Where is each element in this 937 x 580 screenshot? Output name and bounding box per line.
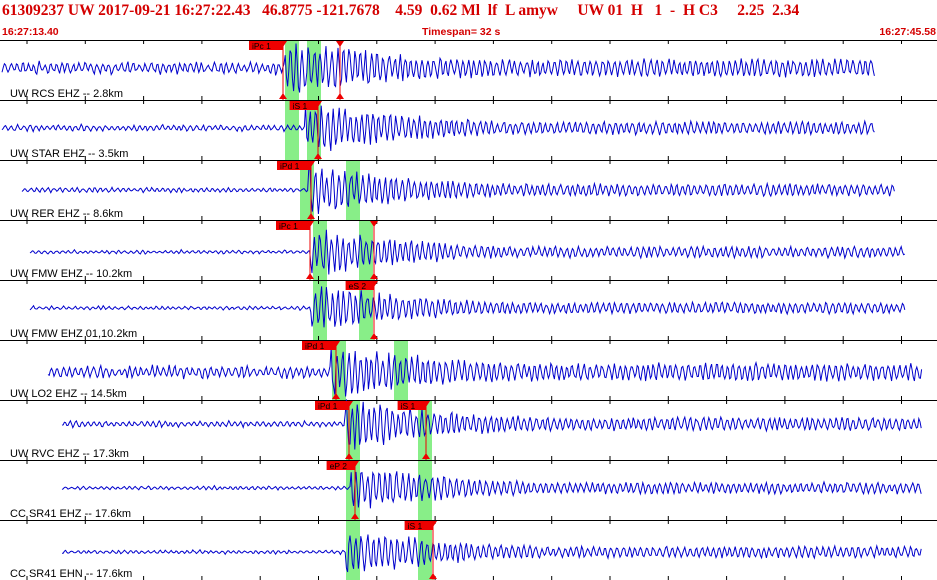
station-label: CC SR41 EHZ -- 17.6km bbox=[10, 508, 131, 520]
station-label: UW RER EHZ -- 8.6km bbox=[10, 208, 123, 220]
red-triangle-icon bbox=[422, 453, 430, 459]
pick-flag-label: iPd 1 bbox=[280, 161, 300, 171]
red-triangle-icon bbox=[307, 161, 315, 167]
pick-window-band bbox=[359, 280, 373, 340]
station-label: UW LO2 EHZ -- 14.5km bbox=[10, 388, 127, 400]
station-label: UW FMW EHZ 01,10.2km bbox=[10, 328, 137, 340]
pick-flag bbox=[345, 281, 374, 290]
red-triangle-icon bbox=[332, 393, 340, 399]
pick-window-band bbox=[359, 220, 373, 280]
red-triangle-icon bbox=[345, 453, 353, 459]
pick-flag-label: eS 2 bbox=[349, 281, 367, 291]
pick-flag-label: eP 2 bbox=[330, 461, 348, 471]
station-label: UW RCS EHZ -- 2.8km bbox=[10, 88, 123, 100]
time-end-label: 16:27:45.58 bbox=[879, 26, 936, 38]
event-summary-title: 61309237 UW 2017-09-21 16:27:22.43 46.87… bbox=[2, 2, 800, 19]
station-label: UW RVC EHZ -- 17.3km bbox=[10, 448, 129, 460]
waveform-trace bbox=[29, 229, 906, 275]
pick-flag bbox=[397, 401, 426, 410]
pick-flag bbox=[277, 161, 311, 170]
red-triangle-icon bbox=[422, 401, 430, 407]
waveform-trace bbox=[29, 286, 906, 328]
red-triangle-icon bbox=[351, 461, 359, 467]
pick-flag bbox=[249, 41, 283, 50]
red-triangle-icon bbox=[279, 93, 287, 99]
waveform-trace bbox=[47, 347, 923, 397]
waveform-trace bbox=[62, 534, 922, 573]
station-label: UW STAR EHZ -- 3.5km bbox=[10, 148, 128, 160]
pick-flag-label: iS 1 bbox=[408, 521, 423, 531]
red-triangle-icon bbox=[314, 101, 322, 107]
pick-flag bbox=[315, 401, 349, 410]
pick-flag-label: iPd 1 bbox=[305, 341, 325, 351]
pick-flag-label: iPd 1 bbox=[318, 401, 338, 411]
red-triangle-icon bbox=[370, 221, 378, 227]
station-label: UW FMW EHZ -- 10.2km bbox=[10, 268, 132, 280]
pick-flag bbox=[302, 341, 336, 350]
waveform-trace bbox=[1, 104, 875, 152]
pick-flag bbox=[276, 221, 310, 230]
red-triangle-icon bbox=[351, 513, 359, 519]
red-triangle-icon bbox=[306, 273, 314, 279]
red-triangle-icon bbox=[370, 333, 378, 339]
waveform-trace bbox=[21, 165, 895, 215]
waveform-trace bbox=[61, 399, 922, 450]
waveform-trace bbox=[61, 470, 922, 509]
pick-flag bbox=[326, 461, 355, 470]
red-triangle-icon bbox=[332, 341, 340, 347]
time-start-label: 16:27:13.40 bbox=[2, 26, 59, 38]
waveform-trace bbox=[1, 43, 875, 93]
seismogram-plot[interactable]: UW RCS EHZ -- 2.8km iPc 1 UW STAR EHZ -- 3… bbox=[0, 40, 937, 580]
red-triangle-icon bbox=[336, 93, 344, 99]
red-triangle-icon bbox=[429, 521, 437, 527]
red-triangle-icon bbox=[314, 153, 322, 159]
pick-flag-label: iS 1 bbox=[293, 101, 308, 111]
pick-window-band bbox=[418, 460, 432, 520]
event-header: 61309237 UW 2017-09-21 16:27:22.43 46.87… bbox=[0, 0, 937, 40]
red-triangle-icon bbox=[429, 573, 437, 579]
pick-flag bbox=[404, 521, 433, 530]
pick-flag-label: iPc 1 bbox=[252, 41, 271, 51]
red-triangle-icon bbox=[370, 281, 378, 287]
station-label: CC SR41 EHN -- 17.6km bbox=[10, 568, 132, 580]
pick-window-band bbox=[285, 100, 299, 160]
red-triangle-icon bbox=[307, 213, 315, 219]
red-triangle-icon bbox=[345, 401, 353, 407]
red-triangle-icon bbox=[336, 41, 344, 47]
red-triangle-icon bbox=[279, 41, 287, 47]
pick-window-band bbox=[418, 520, 432, 580]
pick-flag bbox=[289, 101, 318, 110]
pick-flag-label: iPc 1 bbox=[279, 221, 298, 231]
timespan-label: Timespan= 32 s bbox=[422, 26, 501, 38]
pick-flag-label: iS 1 bbox=[401, 401, 416, 411]
red-triangle-icon bbox=[306, 221, 314, 227]
pick-window-band bbox=[346, 520, 360, 580]
red-triangle-icon bbox=[370, 273, 378, 279]
